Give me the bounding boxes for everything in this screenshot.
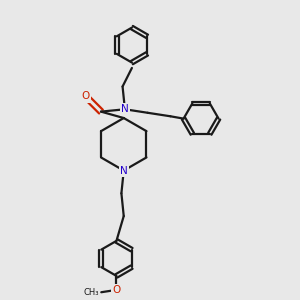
- Text: N: N: [120, 166, 127, 176]
- Text: O: O: [112, 285, 121, 295]
- Text: N: N: [121, 104, 129, 114]
- Text: CH₃: CH₃: [83, 288, 99, 297]
- Text: O: O: [82, 92, 90, 101]
